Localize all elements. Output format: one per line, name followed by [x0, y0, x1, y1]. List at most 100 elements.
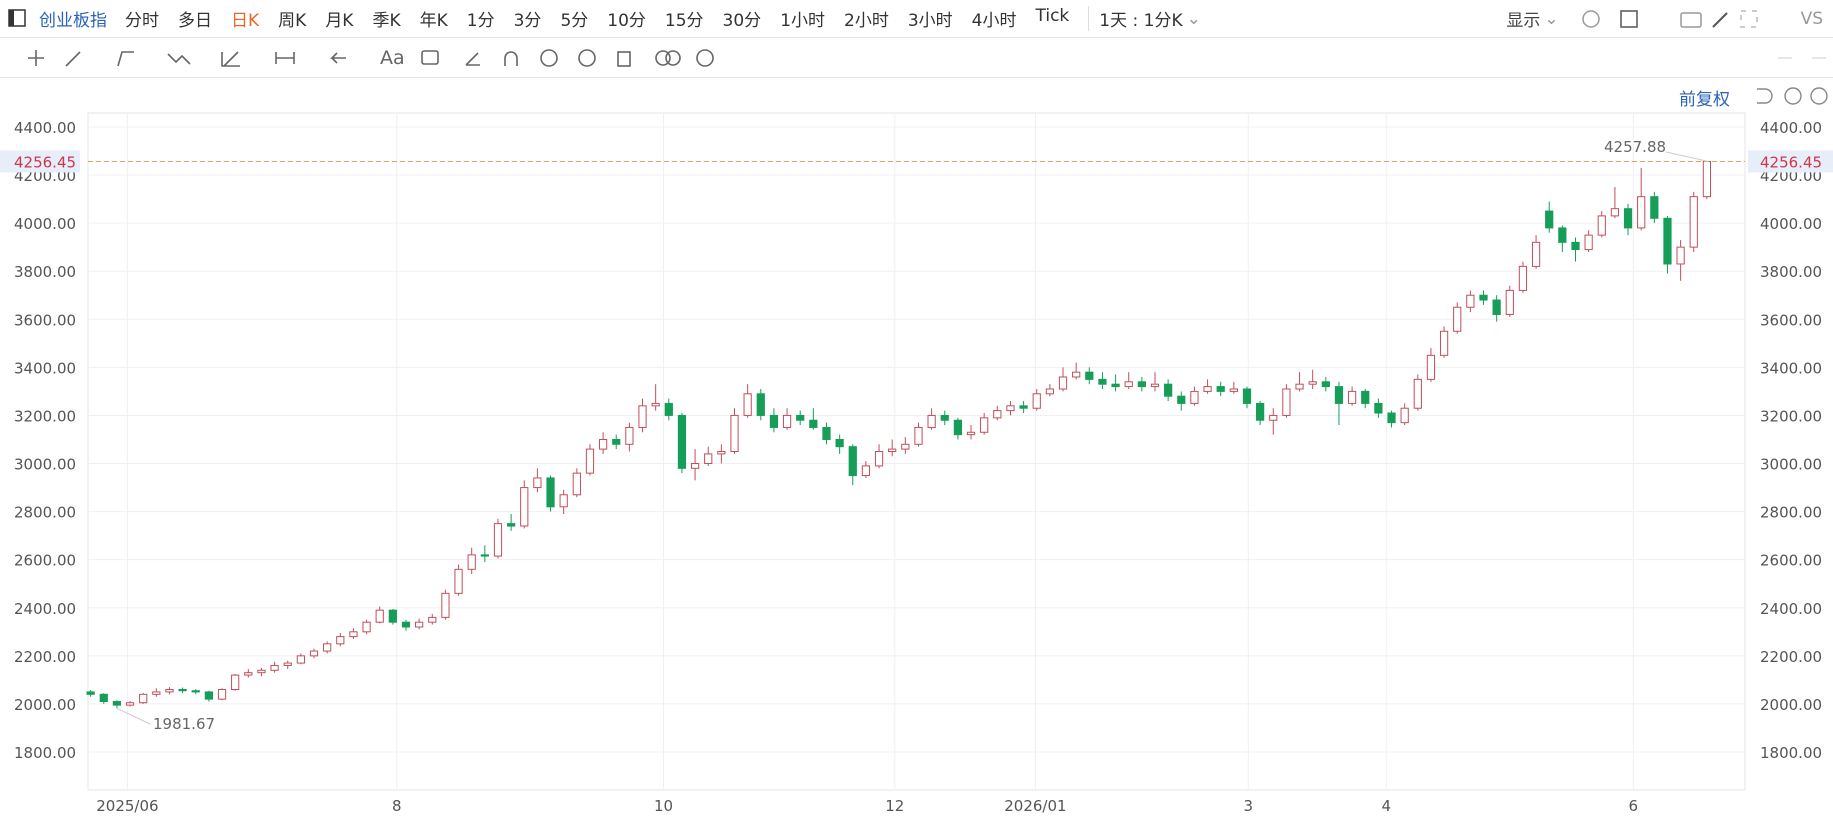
lock-tool[interactable]: [540, 49, 558, 67]
candle-body: [704, 453, 713, 465]
fullscreen-icon[interactable]: [1739, 9, 1758, 28]
candle-body: [296, 655, 305, 664]
reset-button[interactable]: [1757, 88, 1773, 104]
candle-body: [743, 393, 752, 416]
overlay-tool[interactable]: [665, 50, 681, 66]
y-tick-label: 1800.00: [14, 744, 76, 762]
candle-body: [1098, 378, 1107, 385]
x-tick-label: 2025/06: [96, 797, 158, 815]
y-tick-label-right: 4400.00: [1760, 119, 1822, 137]
candle-body: [204, 691, 214, 700]
y-tick-label-right: 3400.00: [1760, 359, 1822, 377]
text-tool[interactable]: Aa: [380, 47, 405, 69]
display-menu[interactable]: 显示: [1506, 11, 1541, 31]
candle-body: [612, 438, 621, 445]
candle-body: [993, 410, 1002, 419]
candle-body: [966, 431, 976, 436]
settings-icon[interactable]: [1581, 9, 1600, 28]
magnet-tool[interactable]: [504, 51, 518, 66]
delete-tool[interactable]: [617, 51, 631, 67]
candle-body: [888, 448, 897, 453]
period-option[interactable]: 4小时: [971, 11, 1017, 31]
candle-body: [152, 691, 161, 695]
icon-group: [1581, 9, 1758, 28]
angle-tool[interactable]: [465, 52, 480, 66]
hide-tool[interactable]: [578, 49, 596, 67]
period-option[interactable]: 10分: [607, 11, 646, 31]
candle-body: [1282, 388, 1291, 416]
candle-body: [809, 419, 818, 428]
candle-body: [1650, 196, 1659, 219]
candle-body: [112, 701, 122, 706]
candle-body: [559, 494, 568, 508]
candle-body: [244, 672, 253, 676]
period-option[interactable]: 日K: [231, 11, 260, 31]
period-option[interactable]: 3分: [513, 11, 542, 31]
candle-body: [454, 568, 463, 594]
shape-tool[interactable]: [117, 51, 134, 67]
measure-tool[interactable]: [275, 52, 295, 64]
period-option[interactable]: 分时: [125, 11, 159, 31]
period-option[interactable]: 3小时: [907, 11, 953, 31]
candle-body: [1111, 383, 1120, 388]
candle-body: [1308, 381, 1317, 385]
candle-body: [165, 689, 174, 693]
adjust-mode[interactable]: 前复权: [1679, 90, 1730, 110]
line-tool[interactable]: [65, 51, 81, 67]
sidebar-icon[interactable]: [8, 9, 26, 27]
range-select[interactable]: 1天 : 1分K: [1088, 6, 1183, 31]
period-option[interactable]: 周K: [278, 11, 307, 31]
x-tick-label: 3: [1244, 797, 1254, 815]
candle-body: [1387, 412, 1396, 424]
candle-body: [349, 631, 358, 638]
candle-body: [415, 621, 424, 628]
candle-body: [1032, 393, 1041, 409]
zoom-out[interactable]: [1784, 87, 1802, 105]
candle-body: [480, 554, 489, 557]
pen-icon[interactable]: [1711, 11, 1728, 28]
candle-body: [375, 609, 384, 623]
wave-tool[interactable]: [167, 53, 191, 65]
candle-body: [914, 426, 923, 445]
candle-body: [1216, 386, 1225, 392]
candle-body: [874, 451, 884, 467]
compare-button[interactable]: VS: [1800, 8, 1823, 29]
period-option[interactable]: 多日: [178, 11, 212, 31]
period-option[interactable]: 30分: [722, 11, 762, 31]
candle-body: [1518, 265, 1528, 291]
period-option[interactable]: Tick: [1035, 6, 1070, 26]
arrow-tool[interactable]: [330, 52, 346, 64]
fib-tool[interactable]: [221, 51, 240, 67]
candle-body: [1334, 386, 1344, 404]
period-option[interactable]: 15分: [664, 11, 704, 31]
period-option[interactable]: 1分: [466, 11, 495, 31]
symbol[interactable]: 创业板指: [39, 11, 107, 31]
candle-body: [822, 426, 831, 440]
candle-body: [1164, 383, 1173, 397]
candle-body: [1190, 390, 1199, 404]
period-option[interactable]: 5分: [560, 11, 589, 31]
settings-tool[interactable]: [696, 49, 714, 67]
candle-body: [1637, 196, 1646, 229]
candle-body: [1256, 402, 1265, 421]
camera-icon[interactable]: [1679, 11, 1702, 28]
candle-body: [1072, 371, 1081, 378]
candle-body: [507, 523, 516, 527]
period-option[interactable]: 月K: [325, 11, 354, 31]
zoom-in[interactable]: [1810, 87, 1828, 105]
candle-body: [1571, 241, 1580, 251]
layout-icon[interactable]: [1619, 9, 1638, 28]
candle-body: [139, 693, 148, 704]
period-option[interactable]: 年K: [419, 11, 448, 31]
note-tool[interactable]: [421, 50, 439, 65]
period-option[interactable]: 2小时: [844, 11, 889, 31]
candle-body: [1558, 227, 1567, 243]
move-tool[interactable]: [28, 50, 44, 66]
candle-body: [1374, 402, 1383, 414]
candle-body: [756, 393, 765, 416]
y-tick-label-right: 3600.00: [1760, 311, 1822, 329]
period-option[interactable]: 季K: [372, 11, 401, 31]
candle-body: [217, 689, 227, 700]
period-option[interactable]: 1小时: [780, 11, 826, 31]
